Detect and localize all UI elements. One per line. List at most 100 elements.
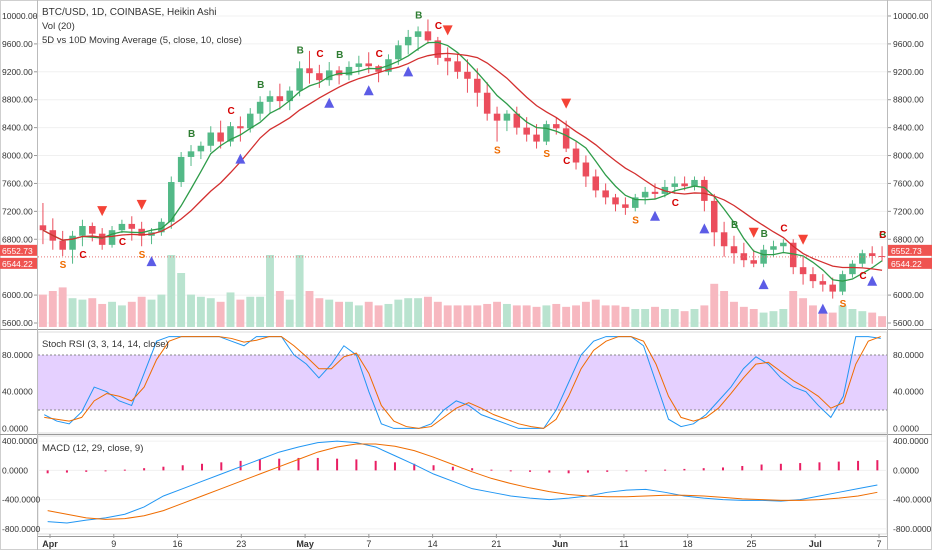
- signal-label: B: [415, 10, 422, 21]
- volume-bar: [443, 305, 452, 327]
- price-badge: [888, 244, 932, 256]
- candle-body: [503, 113, 511, 121]
- candle-body: [543, 124, 550, 142]
- candle-body: [128, 223, 136, 229]
- y-tick-label: 10000.00: [2, 11, 38, 21]
- macd-histogram-bar: [818, 462, 821, 471]
- signal-label: C: [672, 198, 679, 209]
- candle-body: [207, 132, 215, 146]
- y-tick-label: 8400.00: [893, 123, 924, 133]
- volume-bar: [266, 255, 274, 327]
- volume-bar: [127, 301, 136, 327]
- y-tick-label: 8400.00: [2, 123, 33, 133]
- volume-bar: [759, 312, 768, 327]
- candle-body: [395, 45, 402, 60]
- signal-label: B: [879, 230, 886, 241]
- ma-fast-line: [42, 41, 883, 282]
- candle-body: [493, 113, 501, 121]
- candle-body: [553, 124, 560, 129]
- volume-bar: [256, 296, 265, 327]
- x-tick-label: 7: [366, 539, 371, 549]
- volume-bar: [828, 312, 837, 327]
- candle-body: [710, 200, 718, 233]
- candle-body: [286, 90, 293, 102]
- macd-histogram-bar: [239, 460, 242, 471]
- signal-label: C: [119, 237, 126, 248]
- macd-histogram-bar: [451, 466, 454, 471]
- candle-body: [404, 36, 412, 46]
- y-tick-label: 6800.00: [893, 234, 924, 244]
- macd-histogram-bar: [471, 468, 474, 471]
- macd-histogram-bar: [123, 469, 126, 471]
- volume-bar: [177, 273, 186, 327]
- candle-body: [256, 101, 264, 114]
- candle-body: [118, 223, 126, 231]
- macd-histogram-bar: [162, 466, 165, 471]
- y-tick-label: 8000.00: [2, 151, 33, 161]
- macd-histogram-bar: [876, 460, 879, 471]
- macd-histogram-bar: [644, 470, 647, 472]
- y-tick-label: -400.0000: [2, 495, 41, 505]
- volume-bar: [216, 301, 225, 327]
- volume-bar: [295, 255, 304, 327]
- macd-histogram-bar: [258, 459, 261, 471]
- buy-arrow: [867, 275, 878, 286]
- candle-body: [464, 71, 471, 79]
- macd-histogram-bar: [336, 458, 339, 471]
- signal-label: B: [761, 229, 768, 240]
- volume-bar: [710, 283, 719, 327]
- volume-bar: [48, 291, 57, 327]
- macd-histogram-bar: [683, 468, 686, 471]
- candle-body: [513, 113, 521, 128]
- x-tick-label: 11: [619, 539, 628, 549]
- candle-body: [730, 246, 738, 254]
- volume-bar: [631, 309, 640, 327]
- volume-bar: [502, 303, 511, 327]
- candle-body: [760, 249, 767, 264]
- candle-body: [177, 156, 185, 183]
- stoch-d-line: [44, 336, 881, 429]
- macd-histogram-bar: [104, 470, 107, 472]
- volume-bar: [670, 309, 679, 327]
- volume-bar: [818, 311, 827, 327]
- candle-body: [523, 127, 530, 135]
- candle-body: [859, 253, 866, 264]
- buy-arrow: [403, 66, 414, 77]
- signal-label: C: [563, 156, 570, 167]
- buy-arrow: [817, 303, 828, 314]
- macd-histogram-bar: [857, 460, 860, 471]
- sell-arrow: [97, 206, 108, 217]
- x-tick-label: 9: [111, 539, 116, 549]
- y-tick-label: 9600.00: [893, 39, 924, 49]
- candle-body: [681, 183, 688, 187]
- signal-label: C: [228, 106, 235, 117]
- signal-label: S: [543, 149, 550, 160]
- sell-arrow: [798, 234, 809, 245]
- macd-histogram-bar: [760, 464, 763, 471]
- volume-bar: [374, 305, 383, 327]
- volume-bar: [838, 305, 847, 327]
- candle-body: [839, 274, 846, 292]
- ma-label: 5D vs 10D Moving Average (5, close, 10, …: [42, 35, 242, 46]
- volume-bar: [38, 294, 47, 327]
- macd-histogram-bar: [490, 469, 493, 471]
- volume-bar: [108, 301, 116, 327]
- x-tick-label: 25: [746, 539, 756, 549]
- candle-body: [582, 162, 590, 177]
- volume-bar: [680, 311, 689, 327]
- signal-label: B: [257, 80, 264, 91]
- y-tick-label: 80.0000: [893, 350, 924, 360]
- volume-bar: [809, 305, 817, 327]
- candle-body: [602, 190, 609, 198]
- candle-body: [632, 197, 639, 208]
- macd-histogram-bar: [509, 470, 512, 472]
- macd-histogram-bar: [316, 457, 319, 471]
- stoch-band: [38, 354, 887, 411]
- candle-body: [444, 57, 451, 62]
- candle-body: [345, 66, 353, 76]
- buy-arrow: [758, 279, 769, 290]
- volume-bar: [285, 299, 294, 327]
- vol-label: Vol (20): [42, 21, 75, 32]
